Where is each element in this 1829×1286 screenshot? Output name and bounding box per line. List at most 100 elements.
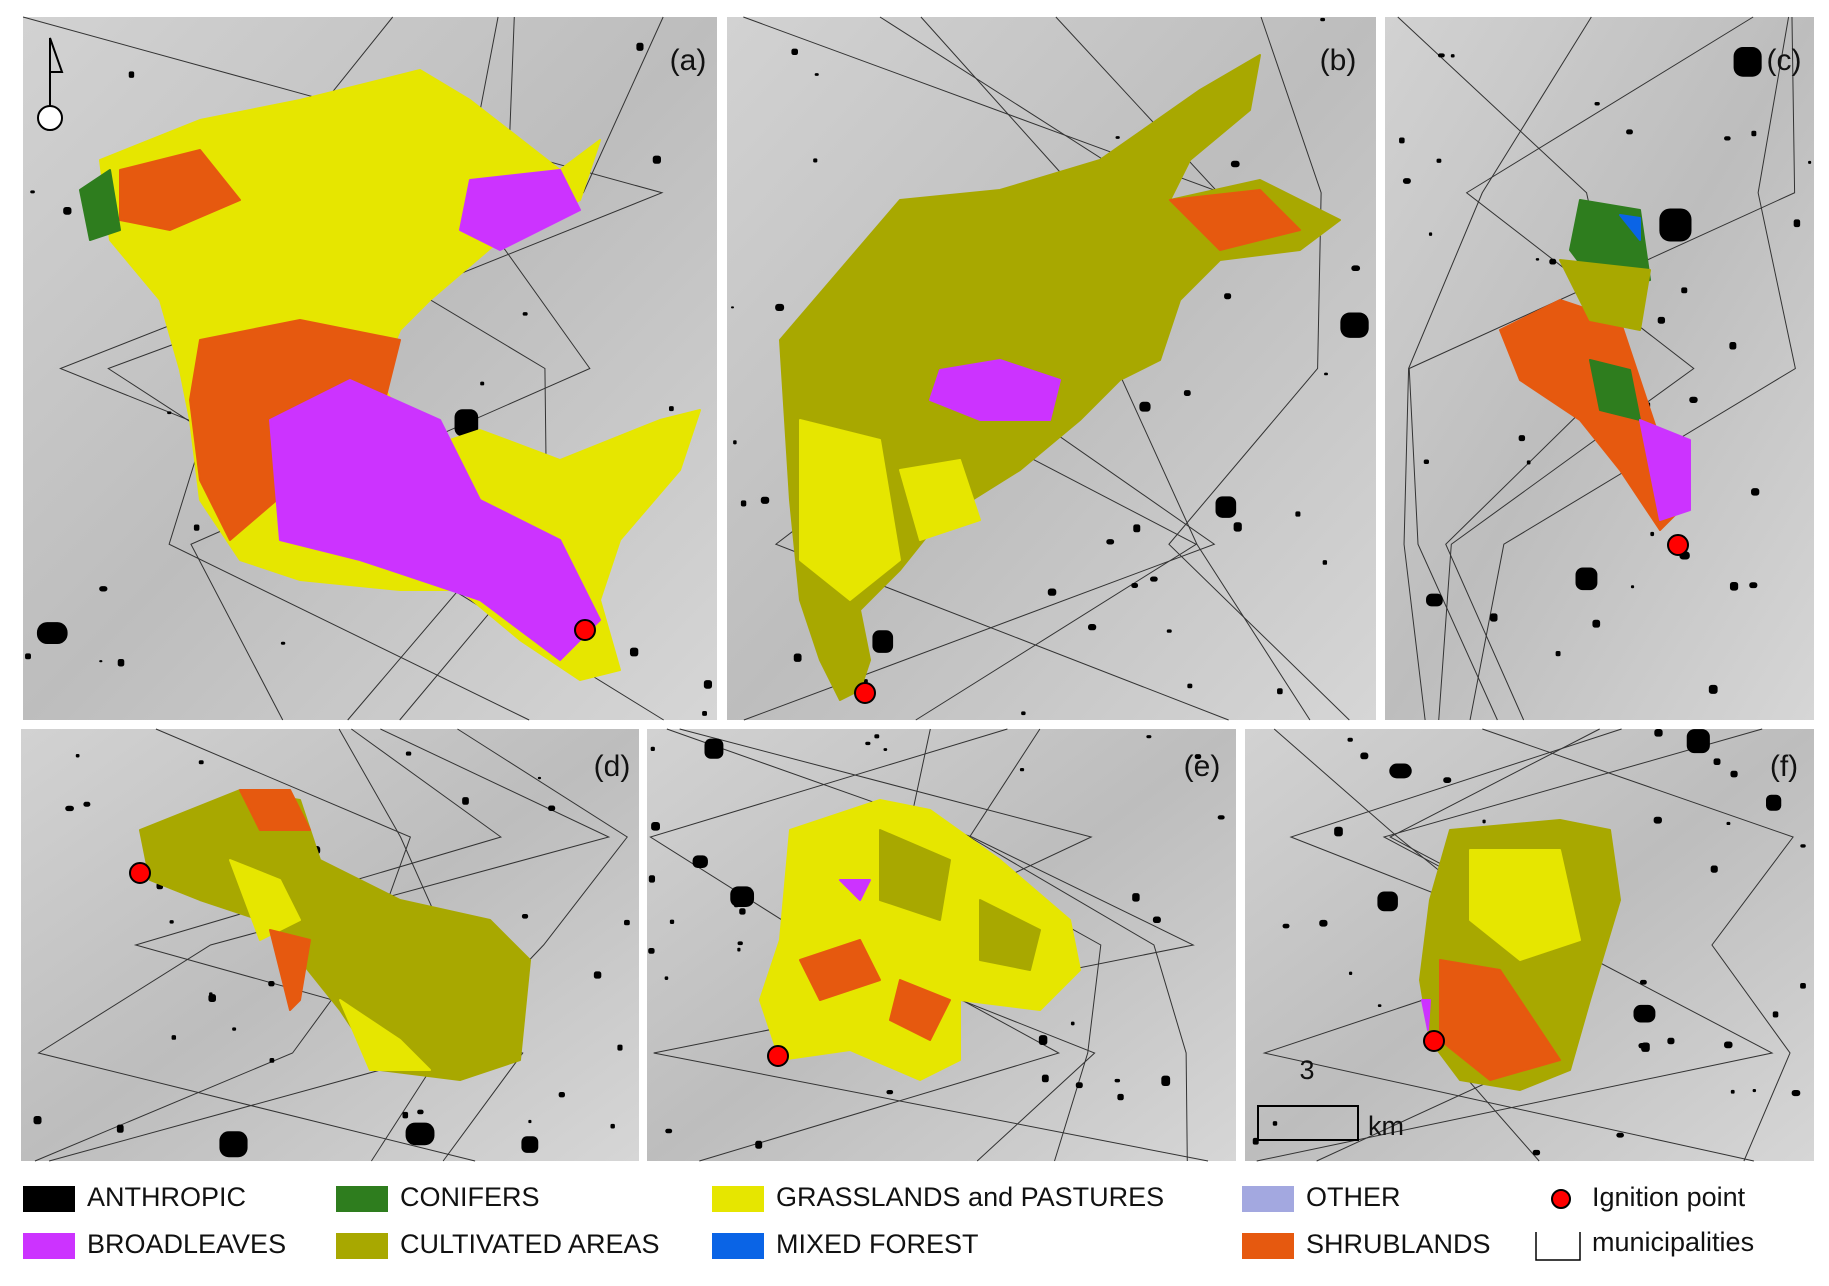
anthropic-patch bbox=[1334, 826, 1343, 837]
anthropic-patch bbox=[1752, 1089, 1757, 1093]
anthropic-patch bbox=[617, 1044, 623, 1051]
anthropic-patch bbox=[1616, 1132, 1624, 1138]
anthropic-patch bbox=[521, 914, 529, 919]
anthropic-patch bbox=[1594, 102, 1600, 106]
anthropic-patch bbox=[1132, 893, 1140, 902]
anthropic-patch bbox=[1277, 688, 1283, 695]
anthropic-patch bbox=[1038, 1035, 1048, 1046]
anthropic-patch bbox=[669, 919, 675, 924]
ignition-point bbox=[1667, 534, 1689, 556]
anthropic-patch bbox=[1106, 539, 1115, 545]
burned-area bbox=[929, 359, 1061, 421]
burned-area bbox=[979, 899, 1041, 971]
anthropic-patch bbox=[1117, 1093, 1124, 1101]
anthropic-patch bbox=[269, 1058, 275, 1063]
anthropic-patch bbox=[405, 1122, 435, 1146]
anthropic-patch bbox=[737, 947, 741, 952]
ignition-point bbox=[767, 1045, 789, 1067]
anthropic-patch bbox=[1215, 496, 1237, 518]
anthropic-patch bbox=[1233, 522, 1242, 532]
anthropic-patch bbox=[740, 500, 747, 507]
anthropic-patch bbox=[1535, 258, 1540, 261]
anthropic-patch bbox=[1657, 316, 1666, 324]
anthropic-patch bbox=[733, 440, 737, 445]
legend-swatch bbox=[712, 1233, 764, 1259]
anthropic-patch bbox=[704, 738, 724, 759]
municipality-border bbox=[653, 728, 1209, 1162]
anthropic-patch bbox=[232, 1027, 237, 1031]
anthropic-patch bbox=[1348, 971, 1353, 975]
panels: (a) (b) (c) (d) (e) (f) 3 km bbox=[21, 16, 1814, 1162]
anthropic-patch bbox=[1295, 511, 1301, 517]
burned-area bbox=[269, 929, 311, 1011]
anthropic-patch bbox=[1131, 582, 1139, 588]
anthropic-patch bbox=[1800, 844, 1806, 848]
map-panel: (c) bbox=[1385, 16, 1814, 721]
anthropic-patch bbox=[1575, 567, 1598, 591]
legend-swatch bbox=[23, 1186, 75, 1212]
anthropic-patch bbox=[651, 822, 660, 831]
anthropic-patch bbox=[1150, 576, 1158, 582]
anthropic-patch bbox=[268, 981, 275, 987]
anthropic-patch bbox=[814, 73, 819, 76]
anthropic-patch bbox=[1436, 158, 1442, 163]
anthropic-patch bbox=[417, 1109, 424, 1115]
burned-area bbox=[799, 419, 901, 601]
panel-label: (b) bbox=[1320, 44, 1357, 77]
municipality-border bbox=[1482, 728, 1794, 1162]
anthropic-patch bbox=[1340, 312, 1369, 338]
burned-area bbox=[269, 379, 601, 661]
municipality-border bbox=[1408, 16, 1796, 721]
anthropic-patch bbox=[629, 647, 639, 657]
anthropic-patch bbox=[1282, 923, 1290, 929]
burned-area bbox=[1469, 849, 1581, 961]
anthropic-patch bbox=[1729, 342, 1737, 350]
anthropic-patch bbox=[1152, 916, 1161, 923]
municipality-border bbox=[1168, 16, 1350, 721]
municipality-border bbox=[1403, 16, 1592, 721]
legend-label: municipalities bbox=[1592, 1227, 1754, 1257]
anthropic-patch bbox=[1389, 763, 1412, 779]
anthropic-patch bbox=[1324, 372, 1328, 376]
anthropic-patch bbox=[1793, 219, 1801, 228]
anthropic-patch bbox=[1399, 137, 1405, 144]
anthropic-patch bbox=[36, 622, 68, 644]
legend-swatch bbox=[712, 1186, 764, 1212]
anthropic-patch bbox=[1194, 754, 1202, 759]
anthropic-patch bbox=[668, 406, 674, 412]
municipality-border bbox=[371, 728, 628, 1162]
anthropic-patch bbox=[739, 908, 746, 915]
legend-label: CULTIVATED AREAS bbox=[400, 1229, 660, 1259]
burned-area bbox=[799, 939, 881, 1001]
anthropic-patch bbox=[1641, 1042, 1650, 1052]
municipality-border bbox=[1469, 16, 1796, 721]
anthropic-patch bbox=[734, 902, 739, 908]
anthropic-patch bbox=[454, 409, 479, 437]
anthropic-patch bbox=[83, 801, 91, 807]
anthropic-patch bbox=[65, 805, 74, 812]
anthropic-patch bbox=[610, 1123, 615, 1129]
anthropic-patch bbox=[1791, 1089, 1801, 1097]
anthropic-patch bbox=[1019, 767, 1025, 772]
anthropic-patch bbox=[1489, 613, 1498, 622]
burned-area bbox=[229, 859, 301, 941]
anthropic-patch bbox=[198, 760, 204, 765]
anthropic-patch bbox=[1532, 1149, 1541, 1156]
map-panel: (d) bbox=[21, 728, 639, 1162]
anthropic-patch bbox=[636, 42, 644, 51]
anthropic-patch bbox=[193, 524, 200, 531]
anthropic-patch bbox=[1686, 729, 1710, 754]
anthropic-patch bbox=[1653, 816, 1662, 824]
north-arrow bbox=[49, 37, 64, 118]
anthropic-patch bbox=[1450, 54, 1455, 58]
anthropic-patch bbox=[522, 312, 528, 316]
burned-area bbox=[839, 879, 871, 901]
anthropic-patch bbox=[703, 680, 713, 689]
municipality-border bbox=[968, 728, 1188, 1162]
ignition-point bbox=[129, 862, 151, 884]
anthropic-patch bbox=[480, 381, 485, 386]
anthropic-patch bbox=[1526, 460, 1531, 465]
burned-area bbox=[239, 789, 311, 831]
burned-area bbox=[339, 999, 431, 1071]
anthropic-patch bbox=[1482, 819, 1486, 824]
